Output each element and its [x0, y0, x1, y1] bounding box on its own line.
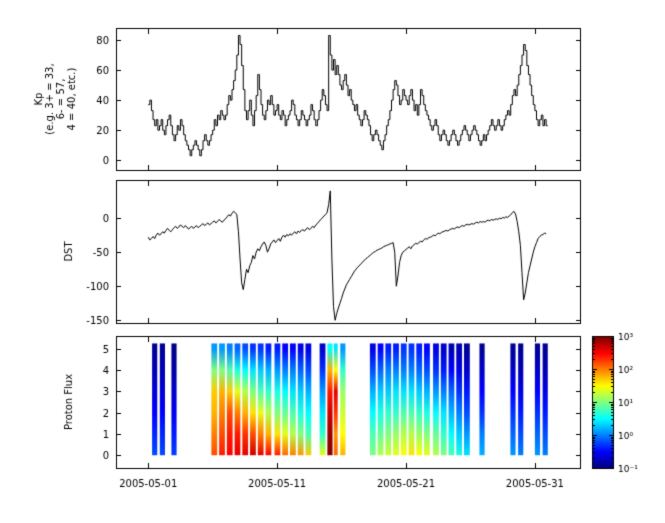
figure — [0, 0, 665, 523]
chart-canvas — [0, 0, 665, 523]
